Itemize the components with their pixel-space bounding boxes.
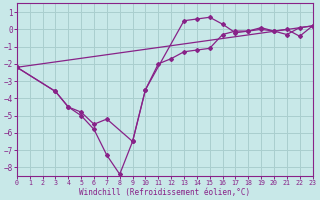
X-axis label: Windchill (Refroidissement éolien,°C): Windchill (Refroidissement éolien,°C)	[79, 188, 250, 197]
